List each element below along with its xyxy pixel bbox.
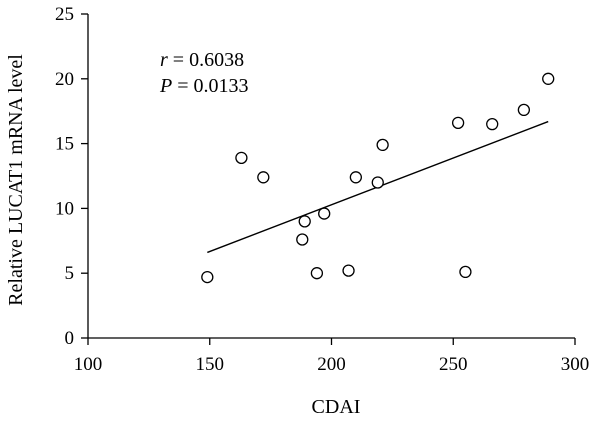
x-axis: 100 150 200 250 300: [74, 337, 590, 375]
p-annotation: P = 0.0133: [159, 75, 249, 97]
y-tick-label: 25: [55, 4, 74, 25]
data-point: [451, 116, 465, 130]
data-point: [201, 270, 214, 284]
y-axis-title: Relative LUCAT1 mRNA level: [5, 54, 27, 306]
data-point: [486, 118, 499, 131]
data-point: [517, 103, 531, 117]
data-point: [349, 171, 363, 184]
x-tick-label: 200: [317, 354, 346, 375]
r-annotation: r = 0.6038: [160, 49, 244, 71]
data-point: [459, 265, 472, 279]
x-axis-title: CDAI: [312, 396, 361, 418]
x-tick-label: 300: [561, 354, 590, 375]
data-point: [371, 176, 384, 189]
y-axis: 0 5 10 15 20 25: [55, 4, 89, 349]
data-point: [318, 207, 331, 220]
y-tick-label: 5: [65, 263, 75, 284]
data-point: [376, 138, 389, 152]
x-tick-label: 100: [74, 354, 103, 375]
data-point: [235, 151, 248, 165]
data-point: [310, 267, 324, 280]
y-tick-label: 0: [65, 328, 75, 349]
x-tick-label: 150: [196, 354, 225, 375]
data-points: [201, 72, 555, 284]
y-tick-label: 10: [55, 198, 74, 219]
y-tick-label: 20: [55, 69, 74, 90]
y-tick-label: 15: [55, 134, 74, 155]
data-point: [298, 215, 311, 228]
data-point: [257, 171, 270, 184]
data-point: [542, 72, 555, 85]
data-point: [296, 233, 309, 246]
x-tick-label: 250: [439, 354, 468, 375]
data-point: [342, 264, 355, 277]
